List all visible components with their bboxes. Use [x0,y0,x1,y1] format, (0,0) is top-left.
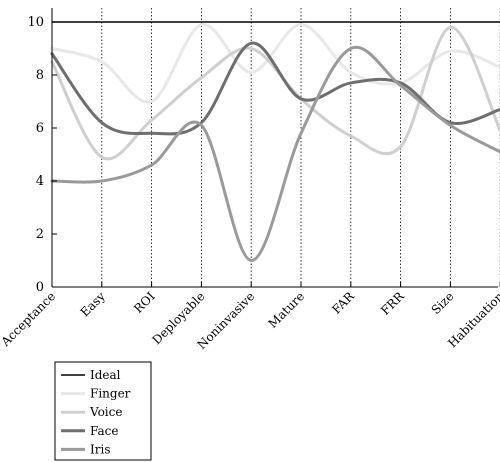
y-tick-label: 2 [36,227,44,242]
y-axis-ticks: 0 2 4 6 8 10 [27,15,57,295]
series-line-iris [50,45,500,262]
x-tick-label: ROI [131,289,158,316]
legend-label-face: Face [90,424,119,438]
x-tick-label: Acceptance [0,289,58,349]
legend: Ideal Finger Voice Face Iris [54,361,152,461]
x-tick-label: FAR [329,289,357,317]
y-tick-label: 4 [36,174,44,189]
x-tick-label: Size [429,289,457,317]
axes [51,8,498,288]
y-tick-label: 0 [36,280,44,295]
x-tick-label: Mature [266,289,308,331]
x-tick-label: Easy [78,289,108,319]
legend-label-iris: Iris [90,442,110,456]
series-line-finger [50,23,500,104]
legend-label-voice: Voice [89,405,122,419]
series-line-face [50,41,500,136]
legend-label-finger: Finger [90,387,131,401]
x-tick-label: FRR [378,289,407,318]
legend-label-ideal: Ideal [90,368,121,382]
y-tick-label: 8 [36,68,44,83]
y-tick-label: 10 [27,15,44,30]
y-tick-label: 6 [36,121,44,136]
grid-lines [101,8,500,287]
series-lines [50,21,500,262]
